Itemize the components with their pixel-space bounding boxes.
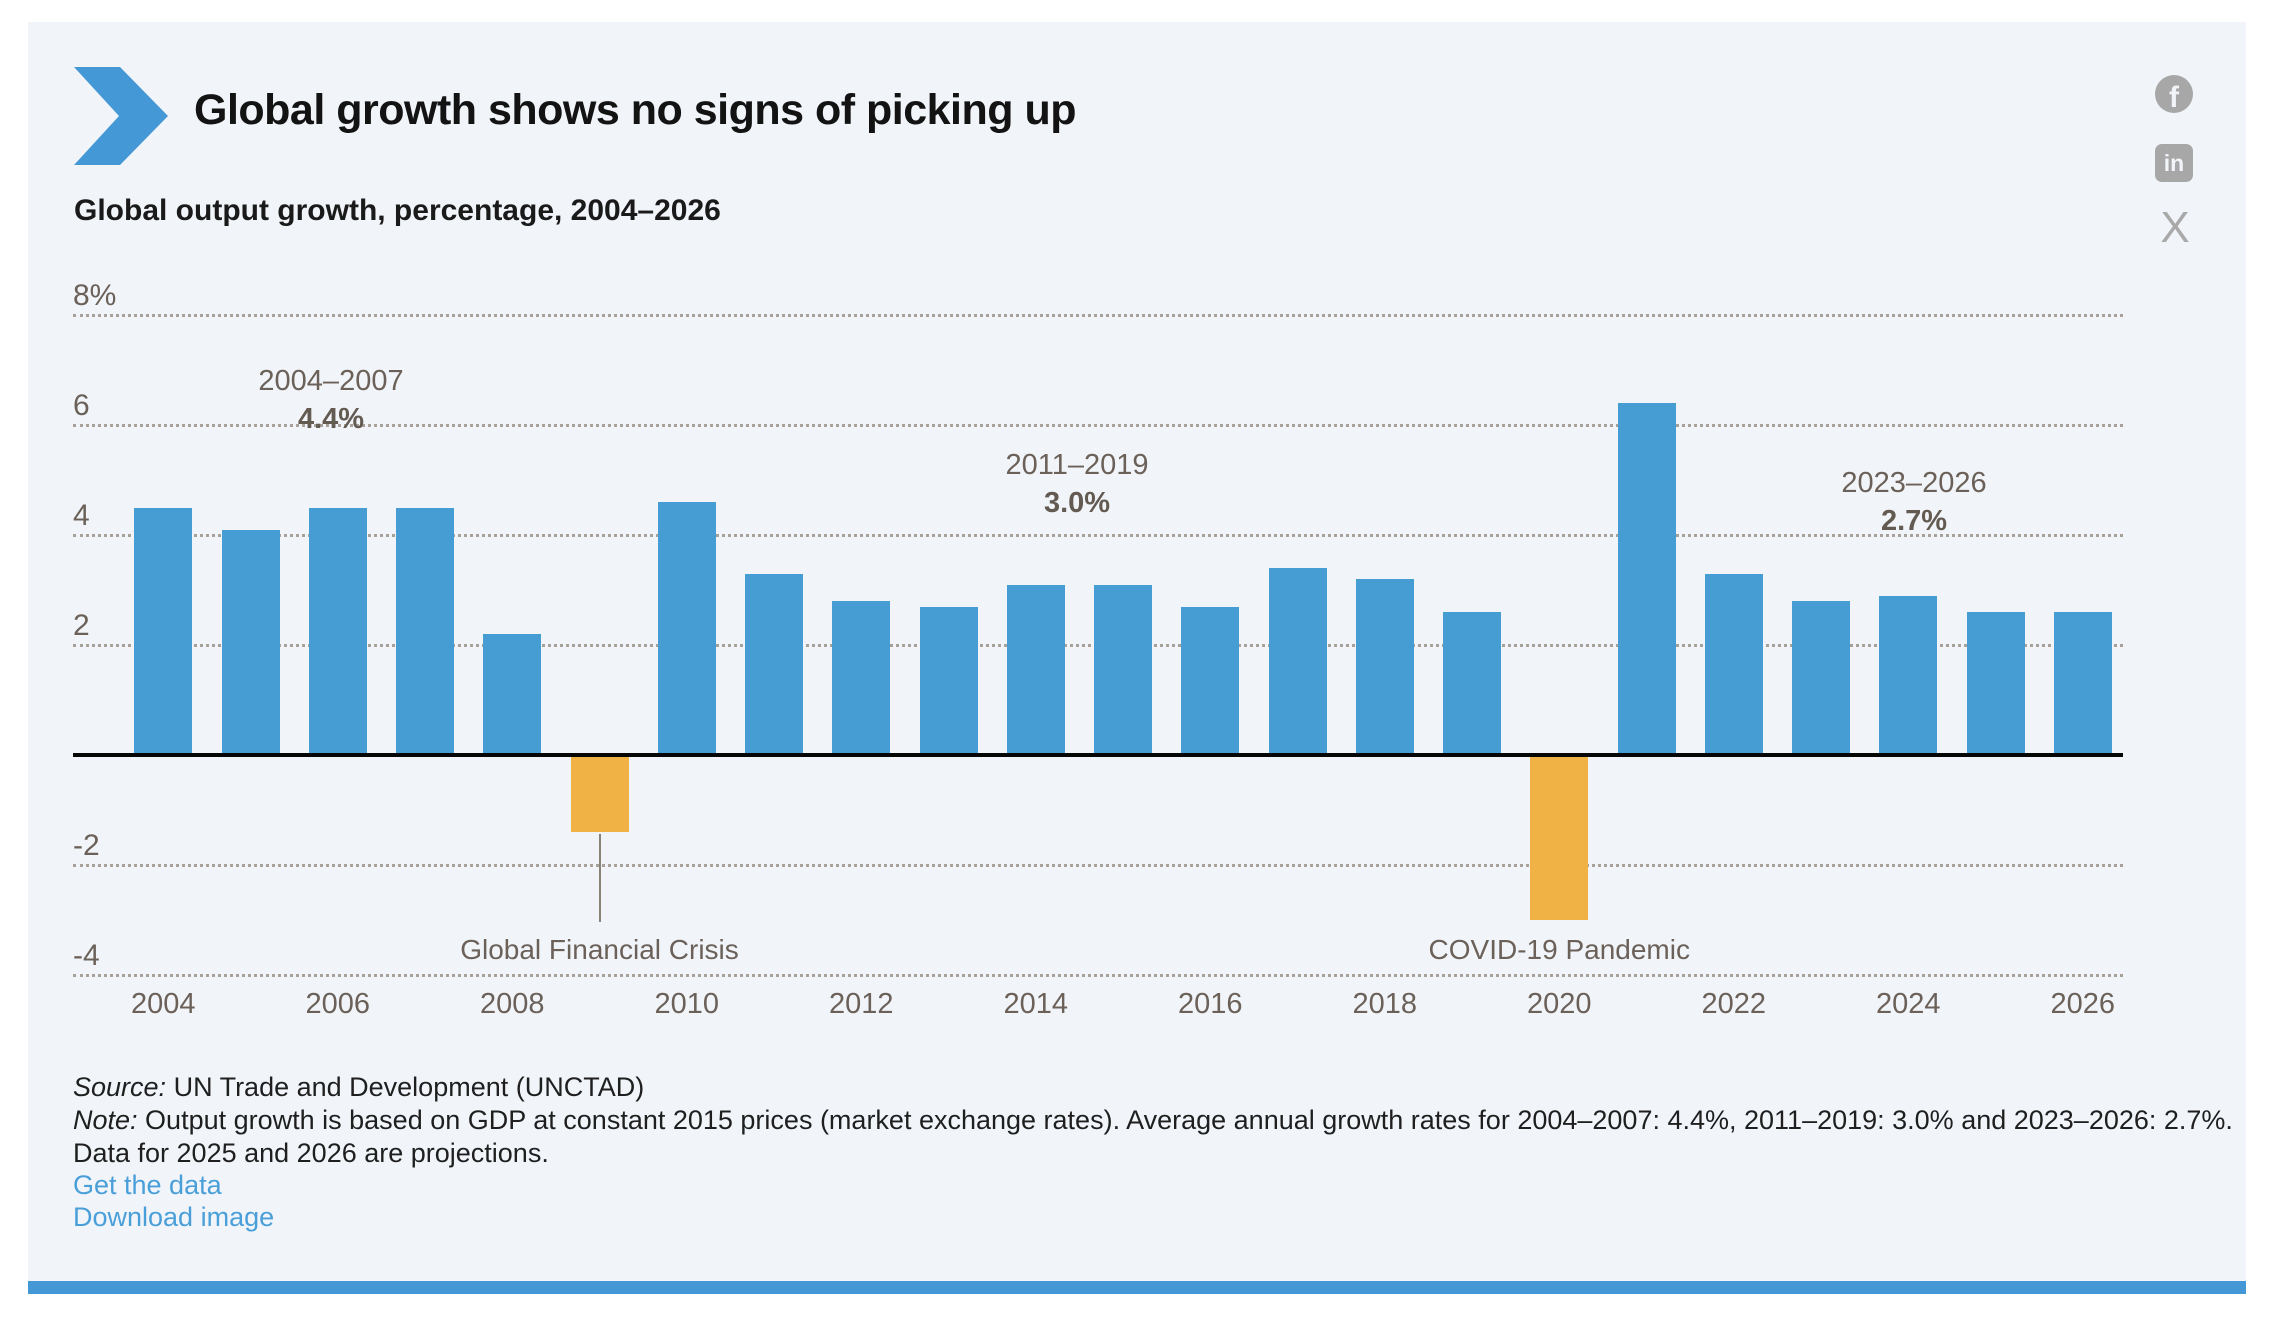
footer-accent-bar	[28, 1281, 2246, 1294]
facebook-share-icon[interactable]: f	[2155, 75, 2193, 113]
avg-annotation-value: 2.7%	[1880, 505, 1948, 537]
bar-2008[interactable]	[483, 634, 542, 755]
avg-annotation-2023-2026: 2023–2026 2.7%	[1744, 464, 2084, 540]
bar-2004[interactable]	[134, 507, 193, 755]
source-line: Source: UN Trade and Development (UNCTAD…	[73, 1072, 644, 1103]
bar-2023[interactable]	[1792, 601, 1850, 755]
bar-2014[interactable]	[1006, 584, 1065, 755]
source-prefix: Source:	[73, 1072, 167, 1102]
note-block: Note: Output growth is based on GDP at c…	[73, 1104, 2233, 1170]
note-prefix: Note:	[73, 1105, 138, 1135]
gridline-4	[73, 534, 2123, 537]
x-axis-label-2004: 2004	[130, 988, 196, 1020]
bar-2017[interactable]	[1268, 568, 1327, 755]
x-axis-line	[73, 753, 2123, 757]
gridline--2	[73, 864, 2123, 867]
avg-annotation-range: 2023–2026	[1841, 467, 1987, 499]
bar-2005[interactable]	[221, 529, 280, 755]
x-axis-label-2016: 2016	[1177, 988, 1243, 1020]
bar-2010[interactable]	[657, 502, 716, 755]
x-axis-label-2024: 2024	[1875, 988, 1941, 1020]
event-label-2009: Global Financial Crisis	[460, 934, 739, 965]
bar-2024[interactable]	[1879, 595, 1938, 755]
note-line: Note: Output growth is based on GDP at c…	[73, 1104, 2233, 1137]
gridline--4	[73, 974, 2123, 977]
gridline-8	[73, 314, 2123, 317]
x-axis-label-2006: 2006	[305, 988, 370, 1020]
bar-2018[interactable]	[1355, 579, 1414, 755]
download-image-link[interactable]: Download image	[73, 1202, 275, 1232]
bar-2012[interactable]	[832, 601, 891, 755]
x-share-icon[interactable]: X	[2160, 203, 2190, 252]
bar-2022[interactable]	[1704, 573, 1763, 755]
y-axis-label-8: 8%	[73, 279, 117, 312]
bar-2013[interactable]	[919, 606, 978, 755]
x-axis-label-2026: 2026	[2050, 988, 2115, 1020]
bar-2021[interactable]	[1617, 403, 1676, 755]
unctad-chevron-logo	[74, 67, 168, 165]
linkedin-share-icon[interactable]: in	[2155, 144, 2193, 182]
source-text: UN Trade and Development (UNCTAD)	[166, 1072, 645, 1102]
x-axis-label-2022: 2022	[1701, 988, 1766, 1020]
bar-2016[interactable]	[1181, 606, 1240, 755]
y-axis-label-4: 4	[73, 499, 90, 532]
bar-2006[interactable]	[308, 507, 367, 755]
y-axis-label-2: 2	[73, 609, 90, 642]
event-label-2020: COVID-19 Pandemic	[1428, 934, 1690, 965]
x-axis-label-2012: 2012	[828, 988, 894, 1020]
bar-2007[interactable]	[396, 507, 454, 755]
gridline-6	[73, 424, 2123, 427]
bar-2009[interactable]	[570, 757, 629, 832]
bar-2019[interactable]	[1443, 612, 1501, 755]
get-the-data-link[interactable]: Get the data	[73, 1170, 222, 1200]
page-title: Global growth shows no signs of picking …	[194, 86, 1077, 134]
avg-annotation-value: 3.0%	[1043, 487, 1111, 519]
chart-subtitle: Global output growth, percentage, 2004–2…	[74, 194, 721, 227]
avg-annotation-range: 2004–2007	[258, 365, 404, 397]
bar-2015[interactable]	[1094, 584, 1152, 755]
bar-2026[interactable]	[2053, 612, 2112, 755]
x-axis-label-2008: 2008	[479, 988, 545, 1020]
avg-annotation-2011-2019: 2011–2019 3.0%	[907, 446, 1247, 522]
avg-annotation-range: 2011–2019	[1005, 449, 1149, 481]
bar-2011[interactable]	[745, 573, 803, 755]
x-axis-label-2018: 2018	[1352, 988, 1417, 1020]
bar-2025[interactable]	[1966, 612, 2025, 755]
x-axis-label-2014: 2014	[1003, 988, 1068, 1020]
x-axis-label-2010: 2010	[654, 988, 719, 1020]
avg-annotation-value: 4.4%	[297, 403, 365, 435]
y-axis-label-6: 6	[73, 389, 90, 422]
y-axis-label--4: -4	[73, 939, 100, 972]
note-text: Output growth is based on GDP at constan…	[137, 1105, 2233, 1135]
y-axis-label--2: -2	[73, 829, 100, 862]
bar-2020[interactable]	[1530, 757, 1589, 920]
note-projections-line: Data for 2025 and 2026 are projections.	[73, 1138, 549, 1168]
avg-annotation-2004-2007: 2004–2007 4.4%	[161, 362, 501, 438]
event-connector-line	[598, 834, 601, 922]
x-axis-label-2020: 2020	[1526, 988, 1592, 1020]
